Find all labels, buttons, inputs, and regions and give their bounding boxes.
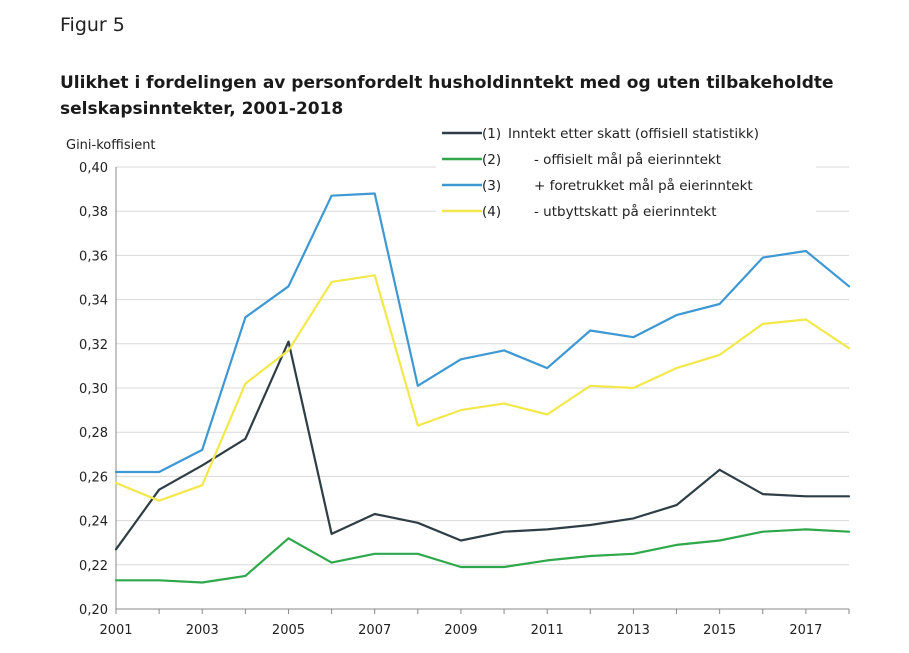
x-tick-label: 2007 bbox=[358, 623, 391, 638]
legend-number: (2) bbox=[482, 152, 501, 168]
y-tick-label: 0,40 bbox=[79, 161, 108, 176]
x-tick-label: 2017 bbox=[789, 623, 822, 638]
x-tick-label: 2013 bbox=[617, 623, 650, 638]
legend-number: (1) bbox=[482, 126, 501, 142]
legend-number: (4) bbox=[482, 204, 501, 220]
y-tick-label: 0,34 bbox=[79, 294, 108, 309]
series-lines bbox=[114, 192, 851, 584]
legend-label: - offisielt mål på eierinntekt bbox=[534, 151, 721, 168]
y-tick-label: 0,32 bbox=[79, 338, 108, 353]
y-tick-label: 0,20 bbox=[79, 603, 108, 618]
y-tick-label: 0,28 bbox=[79, 426, 108, 441]
axes: 0,20 0,22 0,24 0,26 0,28 0,30 0,32 0,34 0,36 0,38… bbox=[79, 161, 850, 638]
legend-label: + foretrukket mål på eierinntekt bbox=[534, 177, 753, 194]
legend-background bbox=[436, 120, 816, 228]
x-tick-label: 2003 bbox=[186, 623, 219, 638]
y-tick-label: 0,30 bbox=[79, 382, 108, 397]
x-tick-label: 2009 bbox=[444, 623, 477, 638]
legend-label: Inntekt etter skatt (offisiell statistik… bbox=[508, 126, 759, 142]
x-tick-label: 2001 bbox=[99, 623, 132, 638]
y-tick-label: 0,26 bbox=[79, 470, 108, 485]
series-line bbox=[114, 192, 851, 474]
y-tick-label: 0,38 bbox=[79, 205, 108, 220]
chart-title: Ulikhet i fordelingen av personfordelt h… bbox=[60, 73, 834, 119]
legend: (1) Inntekt etter skatt (offisiell statis… bbox=[436, 120, 816, 228]
y-tick-label: 0,36 bbox=[79, 249, 108, 264]
x-tick-label: 2005 bbox=[272, 623, 305, 638]
series-line bbox=[114, 340, 851, 551]
x-tick-label: 2011 bbox=[531, 623, 564, 638]
figure-label: Figur 5 bbox=[60, 14, 125, 36]
y-tick-label: 0,24 bbox=[79, 515, 108, 530]
y-axis-label: Gini-koffisient bbox=[66, 138, 156, 153]
legend-number: (3) bbox=[482, 178, 501, 194]
legend-label: - utbyttskatt på eierinntekt bbox=[534, 203, 717, 220]
series-line bbox=[114, 528, 851, 584]
series-line bbox=[114, 274, 851, 502]
x-tick-label: 2015 bbox=[703, 623, 736, 638]
y-tick-label: 0,22 bbox=[79, 559, 108, 574]
